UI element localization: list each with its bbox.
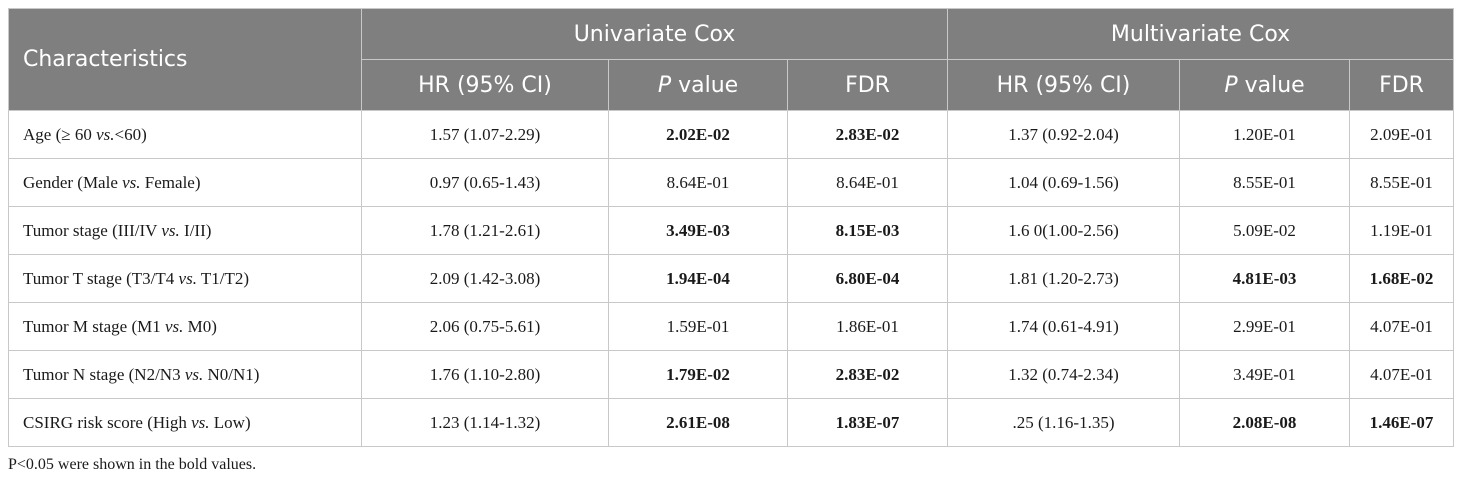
multivariate-fdr: 8.55E-01 [1349, 158, 1455, 207]
table-footnote: P<0.05 were shown in the bold values. [8, 456, 257, 473]
row-label: Tumor N stage (N2/N3 vs. N0/N1) [8, 350, 362, 399]
cox-regression-table: Characteristics Univariate Cox Multivari… [8, 8, 1455, 447]
table-container: Characteristics Univariate Cox Multivari… [8, 8, 1455, 447]
multivariate-hr: 1.04 (0.69-1.56) [947, 158, 1181, 207]
univariate-fdr: 2.83E-02 [786, 350, 949, 399]
p-italic: P [1224, 72, 1238, 98]
label-text: Tumor M stage (M1 [23, 316, 165, 336]
univariate-hr: 1.23 (1.14-1.32) [361, 398, 609, 447]
multivariate-p-value: 5.09E-02 [1179, 206, 1351, 255]
header-multivariate-fdr: FDR [1349, 59, 1455, 111]
row-label: Gender (Male vs. Female) [8, 158, 362, 207]
multivariate-fdr: 1.68E-02 [1349, 254, 1455, 303]
multivariate-hr: 1.32 (0.74-2.34) [947, 350, 1181, 399]
multivariate-p-value: 4.81E-03 [1179, 254, 1351, 303]
table-row: Tumor T stage (T3/T4 vs. T1/T2) 2.09 (1.… [8, 254, 1455, 303]
header-univariate-hr: HR (95% CI) [361, 59, 609, 111]
multivariate-hr: 1.6 0(1.00-2.56) [947, 206, 1181, 255]
label-text: Gender (Male [23, 172, 123, 192]
table-row: Tumor N stage (N2/N3 vs. N0/N1) 1.76 (1.… [8, 350, 1455, 399]
univariate-fdr: 8.15E-03 [786, 206, 949, 255]
multivariate-p-value: 3.49E-01 [1179, 350, 1351, 399]
p-value-text: value [1237, 72, 1305, 98]
univariate-fdr: 1.83E-07 [786, 398, 949, 447]
p-italic: P [657, 72, 672, 98]
multivariate-fdr: 1.19E-01 [1349, 206, 1455, 255]
vs-italic: vs. [122, 172, 141, 192]
row-label: CSIRG risk score (High vs. Low) [8, 398, 362, 447]
univariate-p-value: 8.64E-01 [608, 158, 788, 207]
multivariate-p-value: 8.55E-01 [1179, 158, 1351, 207]
multivariate-fdr: 1.46E-07 [1349, 398, 1455, 447]
univariate-fdr: 6.80E-04 [786, 254, 949, 303]
univariate-hr: 2.09 (1.42-3.08) [361, 254, 609, 303]
vs-italic: vs. [161, 220, 180, 240]
multivariate-fdr: 4.07E-01 [1349, 302, 1455, 351]
univariate-hr: 1.57 (1.07-2.29) [361, 110, 609, 159]
label-text: Female) [140, 172, 201, 192]
label-text: Tumor T stage (T3/T4 [23, 268, 179, 288]
multivariate-hr: .25 (1.16-1.35) [947, 398, 1181, 447]
label-text: Tumor N stage (N2/N3 [23, 364, 185, 384]
multivariate-hr: 1.37 (0.92-2.04) [947, 110, 1181, 159]
label-text: <60) [114, 124, 147, 144]
p-value-text: value [671, 72, 739, 98]
label-text: CSIRG risk score (High [23, 412, 192, 432]
univariate-p-value: 2.61E-08 [608, 398, 788, 447]
label-text: Tumor stage (III/IV [23, 220, 162, 240]
vs-italic: vs. [165, 316, 184, 336]
univariate-p-value: 1.79E-02 [608, 350, 788, 399]
header-multivariate-p-value: P value [1179, 59, 1351, 111]
univariate-fdr: 8.64E-01 [786, 158, 949, 207]
univariate-p-value: 2.02E-02 [608, 110, 788, 159]
univariate-p-value: 3.49E-03 [608, 206, 788, 255]
univariate-fdr: 2.83E-02 [786, 110, 949, 159]
univariate-p-value: 1.94E-04 [608, 254, 788, 303]
table-row: Tumor M stage (M1 vs. M0) 2.06 (0.75-5.6… [8, 302, 1455, 351]
univariate-p-value: 1.59E-01 [608, 302, 788, 351]
header-multivariate-hr: HR (95% CI) [947, 59, 1181, 111]
header-univariate-fdr: FDR [786, 59, 949, 111]
label-text: Age (≥ 60 [23, 124, 97, 144]
vs-italic: vs. [178, 268, 197, 288]
label-text: I/II) [179, 220, 212, 240]
header-characteristics: Characteristics [8, 8, 362, 111]
univariate-fdr: 1.86E-01 [786, 302, 949, 351]
row-label: Tumor stage (III/IV vs. I/II) [8, 206, 362, 255]
row-label: Tumor M stage (M1 vs. M0) [8, 302, 362, 351]
label-text: M0) [183, 316, 217, 336]
header-univariate-p-value: P value [608, 59, 788, 111]
multivariate-fdr: 2.09E-01 [1349, 110, 1455, 159]
label-text: T1/T2) [196, 268, 250, 288]
label-text: Low) [209, 412, 251, 432]
header-univariate-cox: Univariate Cox [360, 8, 949, 60]
table-row: Gender (Male vs. Female) 0.97 (0.65-1.43… [8, 158, 1455, 207]
multivariate-hr: 1.81 (1.20-2.73) [947, 254, 1181, 303]
multivariate-p-value: 1.20E-01 [1179, 110, 1351, 159]
univariate-hr: 1.78 (1.21-2.61) [361, 206, 609, 255]
table-row: Age (≥ 60 vs.<60) 1.57 (1.07-2.29) 2.02E… [8, 110, 1455, 159]
multivariate-hr: 1.74 (0.61-4.91) [947, 302, 1181, 351]
univariate-hr: 0.97 (0.65-1.43) [361, 158, 609, 207]
univariate-hr: 2.06 (0.75-5.61) [361, 302, 609, 351]
row-label: Tumor T stage (T3/T4 vs. T1/T2) [8, 254, 362, 303]
table-row: Tumor stage (III/IV vs. I/II) 1.78 (1.21… [8, 206, 1455, 255]
vs-italic: vs. [184, 364, 204, 384]
header-multivariate-cox: Multivariate Cox [947, 8, 1455, 60]
multivariate-p-value: 2.99E-01 [1179, 302, 1351, 351]
label-text: N0/N1) [203, 364, 260, 384]
vs-italic: vs. [191, 412, 210, 432]
multivariate-fdr: 4.07E-01 [1349, 350, 1455, 399]
multivariate-p-value: 2.08E-08 [1179, 398, 1351, 447]
row-label: Age (≥ 60 vs.<60) [8, 110, 362, 159]
table-row: CSIRG risk score (High vs. Low) 1.23 (1.… [8, 398, 1455, 447]
vs-italic: vs. [96, 124, 115, 144]
univariate-hr: 1.76 (1.10-2.80) [361, 350, 609, 399]
